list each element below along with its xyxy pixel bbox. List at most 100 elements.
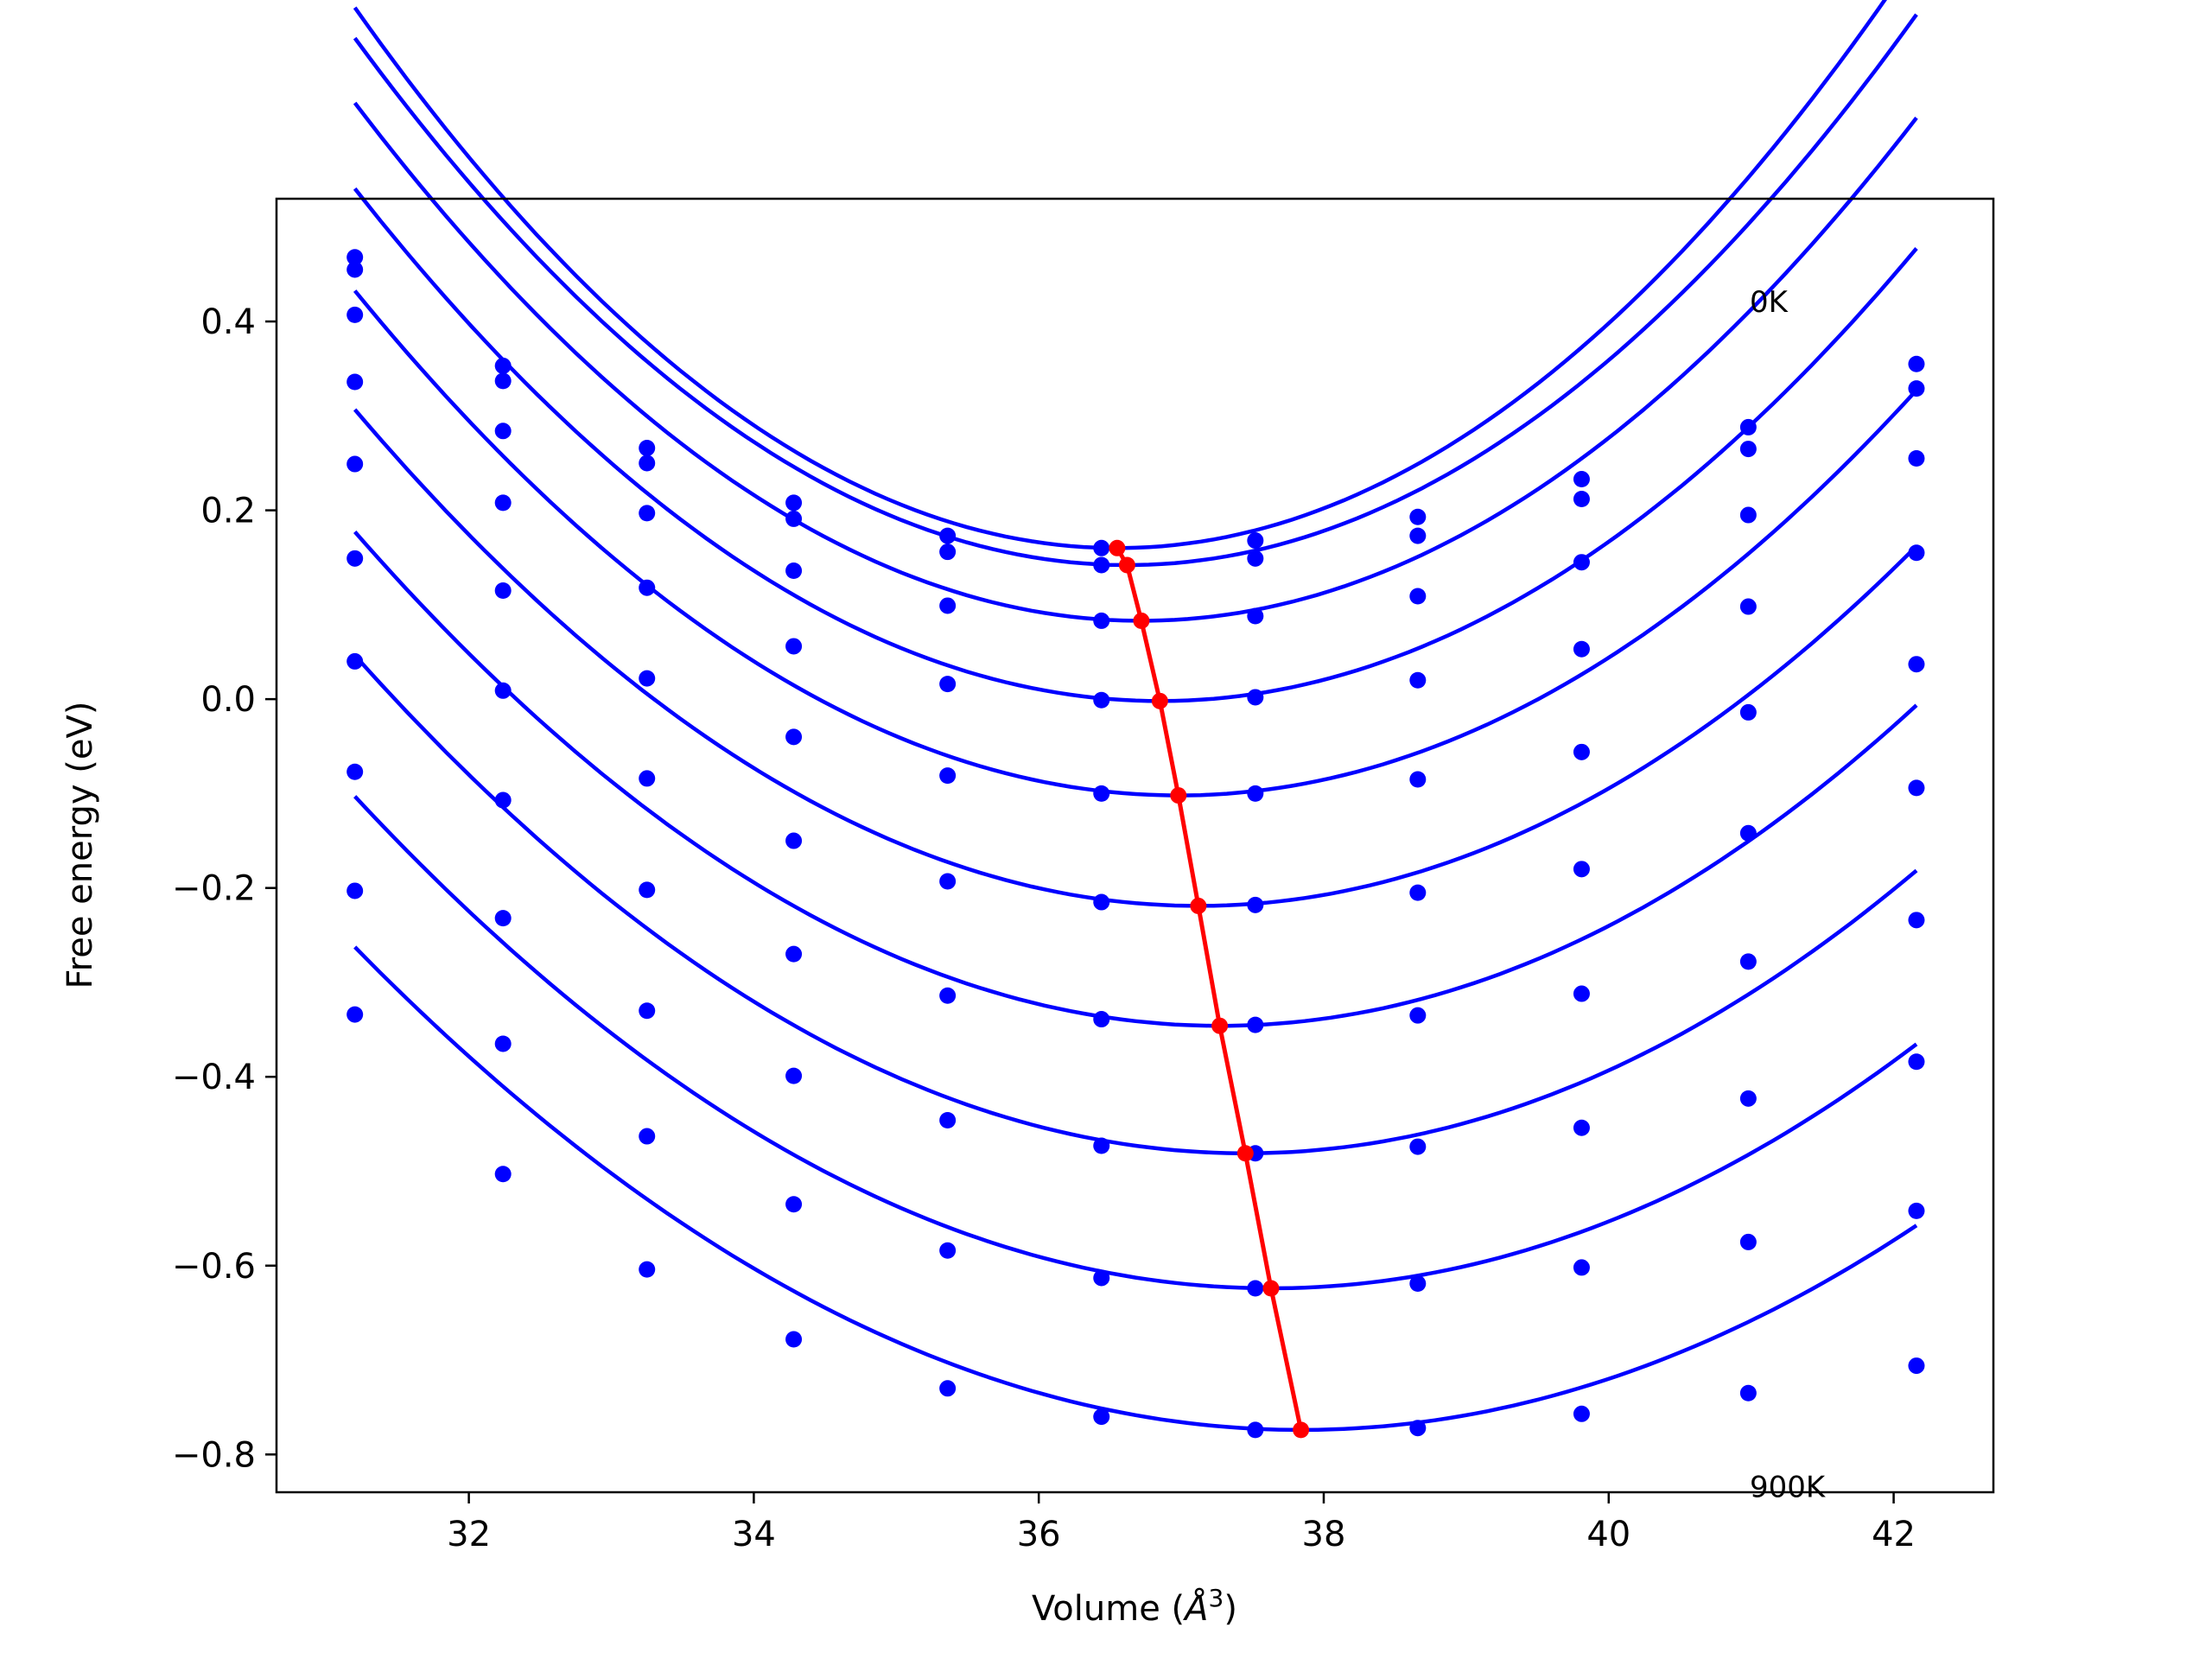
data-point xyxy=(1409,1138,1427,1155)
data-point xyxy=(785,1331,803,1348)
data-point xyxy=(1409,1007,1427,1024)
data-point xyxy=(1739,953,1757,970)
data-point xyxy=(346,306,364,323)
minimum-point xyxy=(1170,787,1187,804)
x-axis-label: Volume (Å3) xyxy=(1032,1584,1237,1629)
data-point xyxy=(1409,508,1427,525)
data-point xyxy=(785,1196,803,1213)
data-point xyxy=(1093,691,1110,709)
minimum-line xyxy=(1109,539,1310,1439)
y-tick-label: 0.4 xyxy=(200,302,256,342)
x-axis-ticks: 32 34 36 38 40 42 xyxy=(447,1492,1916,1554)
data-point xyxy=(785,1067,803,1084)
fit-curve-4 xyxy=(353,289,1918,798)
minimum-point xyxy=(1151,692,1168,709)
data-point xyxy=(1573,640,1590,658)
minimum-point xyxy=(1211,1017,1229,1034)
data-point xyxy=(939,597,957,614)
data-point xyxy=(639,579,656,596)
data-point xyxy=(1093,1011,1110,1028)
data-point xyxy=(1093,785,1110,802)
data-point xyxy=(1908,380,1925,397)
annotations: 0K 900K xyxy=(1750,285,1827,1504)
data-point xyxy=(785,563,803,580)
fit-curve-1 xyxy=(353,13,1918,568)
data-point xyxy=(1573,1119,1590,1136)
data-point xyxy=(639,881,656,899)
data-point xyxy=(1409,671,1427,689)
data-point xyxy=(1908,656,1925,673)
data-point xyxy=(939,676,957,693)
data-point xyxy=(1409,588,1427,605)
data-point xyxy=(1573,1259,1590,1276)
data-point xyxy=(1908,912,1925,929)
fit-curve-6 xyxy=(353,531,1918,1028)
data-point xyxy=(939,1111,957,1128)
minimum-point xyxy=(1133,612,1150,629)
data-point xyxy=(1247,607,1264,625)
data-point xyxy=(1739,598,1757,615)
data-point xyxy=(1247,689,1264,706)
data-point xyxy=(639,1002,656,1020)
data-point xyxy=(639,1261,656,1278)
data-point xyxy=(939,873,957,890)
data-point xyxy=(939,1380,957,1397)
data-point xyxy=(939,543,957,561)
data-point xyxy=(785,494,803,512)
data-point xyxy=(639,505,656,522)
data-point xyxy=(1908,449,1925,467)
data-point xyxy=(1409,771,1427,788)
data-point xyxy=(639,670,656,687)
data-point xyxy=(1247,896,1264,913)
y-tick-label: 0.0 xyxy=(200,680,256,720)
data-point xyxy=(346,261,364,278)
data-point xyxy=(1409,1275,1427,1293)
data-point xyxy=(939,987,957,1004)
data-point xyxy=(494,582,512,599)
minimum-point xyxy=(1293,1421,1310,1439)
data-point xyxy=(939,767,957,785)
data-point xyxy=(1093,1408,1110,1426)
data-point xyxy=(1093,556,1110,574)
data-point xyxy=(1093,893,1110,911)
data-point xyxy=(494,1166,512,1183)
fit-curve-0 xyxy=(353,0,1887,550)
fit-curve-9 xyxy=(353,945,1918,1433)
data-point xyxy=(639,454,656,472)
data-point xyxy=(1573,471,1590,488)
data-point xyxy=(1739,441,1757,458)
data-point xyxy=(1573,861,1590,878)
fit-curve-7 xyxy=(353,653,1918,1155)
minimum-point xyxy=(1236,1145,1254,1162)
x-tick-label: 36 xyxy=(1017,1515,1061,1554)
data-point xyxy=(1739,703,1757,721)
y-tick-label: −0.8 xyxy=(172,1435,256,1475)
data-point xyxy=(1908,1202,1925,1219)
data-point xyxy=(785,638,803,655)
data-point xyxy=(1573,554,1590,571)
data-point xyxy=(785,510,803,527)
data-point xyxy=(346,652,364,670)
data-point xyxy=(1093,539,1110,556)
minimum-point xyxy=(1109,539,1126,556)
data-point xyxy=(1247,1016,1264,1033)
data-point xyxy=(639,439,656,456)
minimum-point xyxy=(1190,897,1207,914)
data-point xyxy=(494,494,512,512)
fit-curve-8 xyxy=(353,795,1918,1291)
data-point xyxy=(1573,1405,1590,1422)
data-point xyxy=(494,791,512,809)
data-point xyxy=(346,455,364,473)
y-tick-label: 0.2 xyxy=(200,492,256,531)
minimum-point xyxy=(1262,1280,1280,1297)
data-point xyxy=(639,1128,656,1145)
data-point xyxy=(1247,1421,1264,1439)
x-tick-label: 40 xyxy=(1586,1515,1630,1554)
minimum-trace xyxy=(1115,547,1304,1431)
data-point xyxy=(1573,490,1590,507)
fit-curve-5 xyxy=(353,408,1918,908)
x-tick-label: 42 xyxy=(1872,1515,1916,1554)
data-point xyxy=(346,763,364,780)
